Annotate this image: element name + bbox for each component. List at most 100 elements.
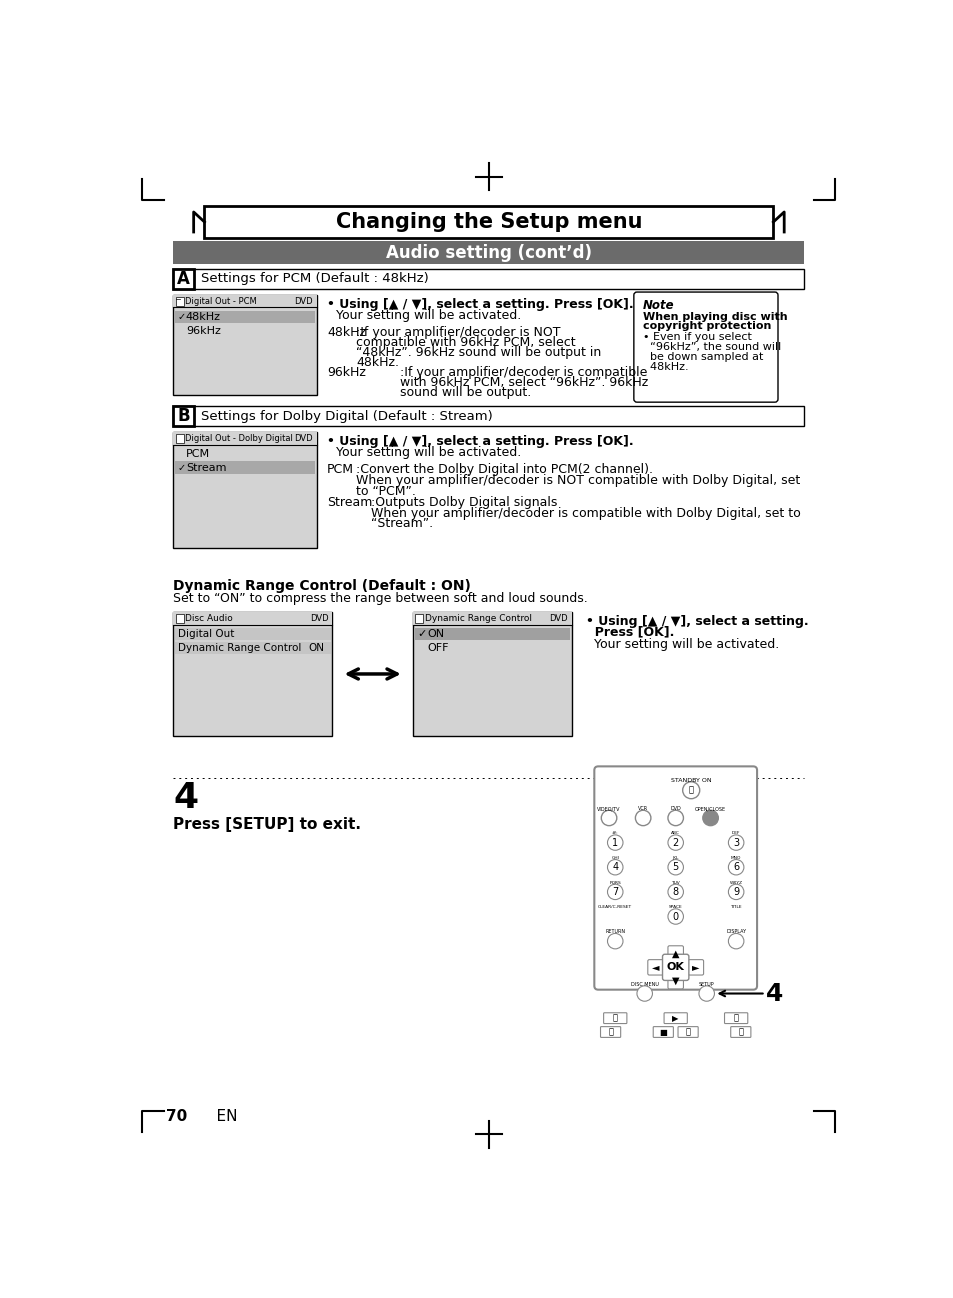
Text: VIDEO/TV: VIDEO/TV [597, 806, 620, 811]
Circle shape [607, 859, 622, 875]
Circle shape [699, 985, 714, 1001]
Text: DEF: DEF [731, 831, 740, 836]
Bar [173, 432, 316, 444]
Text: Stream: Stream [186, 462, 226, 472]
Text: be down sampled at: be down sampled at [642, 352, 762, 362]
Text: ■: ■ [659, 1028, 666, 1037]
Text: SETUP: SETUP [699, 981, 714, 986]
Text: TUV: TUV [671, 880, 679, 885]
Text: Set to “ON” to compress the range between soft and loud sounds.: Set to “ON” to compress the range betwee… [173, 592, 588, 605]
Text: ⏪: ⏪ [607, 1028, 613, 1037]
Text: ✓: ✓ [177, 462, 185, 472]
Text: ⏻: ⏻ [688, 785, 693, 794]
Text: DVD: DVD [310, 614, 328, 623]
Text: compatible with 96kHz PCM, select: compatible with 96kHz PCM, select [356, 336, 576, 349]
Circle shape [667, 884, 682, 900]
Text: • Using [▲ / ▼], select a setting.: • Using [▲ / ▼], select a setting. [585, 615, 807, 628]
Text: 0: 0 [672, 911, 678, 922]
Circle shape [682, 781, 699, 798]
Text: • Using [▲ / ▼], select a setting. Press [OK].: • Using [▲ / ▼], select a setting. Press… [327, 297, 633, 310]
Bar [173, 432, 316, 548]
Circle shape [607, 933, 622, 949]
FancyBboxPatch shape [653, 1027, 673, 1037]
Text: ►: ► [691, 962, 699, 972]
Text: 4: 4 [765, 981, 782, 1006]
Text: Stream: Stream [327, 496, 372, 509]
Bar [413, 613, 571, 624]
Bar [173, 613, 332, 624]
Bar [174, 628, 331, 640]
FancyBboxPatch shape [667, 946, 682, 962]
Text: 2: 2 [672, 837, 679, 848]
Text: “Stream”.: “Stream”. [371, 518, 433, 531]
Text: Note: Note [642, 300, 674, 313]
Text: ⏫: ⏫ [738, 1028, 742, 1037]
Text: 96kHz: 96kHz [327, 366, 365, 379]
Text: Your setting will be activated.: Your setting will be activated. [335, 445, 521, 458]
FancyBboxPatch shape [667, 974, 682, 989]
Text: ⏩: ⏩ [685, 1028, 690, 1037]
Bar [204, 206, 773, 238]
FancyBboxPatch shape [594, 766, 757, 989]
Text: Your setting will be activated.: Your setting will be activated. [585, 639, 779, 652]
Circle shape [637, 985, 652, 1001]
Text: B: B [177, 408, 190, 424]
Text: SPACE: SPACE [668, 905, 681, 910]
Bar [173, 406, 193, 426]
Text: WXYZ: WXYZ [729, 880, 741, 885]
Text: VCR: VCR [638, 806, 647, 811]
Text: Digital Out - PCM: Digital Out - PCM [185, 297, 256, 306]
Bar [173, 406, 803, 426]
Text: ON: ON [309, 643, 324, 653]
Bar [173, 269, 803, 289]
Text: ◄: ◄ [651, 962, 659, 972]
Bar [415, 628, 570, 640]
Bar [413, 613, 571, 736]
Text: ▼: ▼ [671, 976, 679, 986]
Bar [173, 269, 193, 289]
Text: DISPLAY: DISPLAY [725, 929, 745, 935]
Bar [173, 241, 803, 265]
Text: to “PCM”.: to “PCM”. [356, 485, 416, 498]
FancyBboxPatch shape [661, 954, 688, 980]
Text: #/:: #/: [611, 831, 618, 836]
Text: When your amplifier/decoder is compatible with Dolby Digital, set to: When your amplifier/decoder is compatibl… [371, 506, 800, 519]
Text: Digital Out - Dolby Digital: Digital Out - Dolby Digital [185, 434, 293, 443]
FancyBboxPatch shape [730, 1027, 750, 1037]
Text: Press [SETUP] to exit.: Press [SETUP] to exit. [173, 816, 361, 832]
Text: OPEN/CLOSE: OPEN/CLOSE [695, 806, 725, 811]
Text: JKL: JKL [672, 855, 679, 861]
FancyBboxPatch shape [647, 959, 662, 975]
Text: Dynamic Range Control: Dynamic Range Control [178, 643, 301, 653]
FancyBboxPatch shape [603, 1012, 626, 1024]
Text: A: A [177, 270, 190, 288]
Text: ABC: ABC [671, 831, 679, 836]
Text: ⏮: ⏮ [612, 1014, 618, 1023]
Text: Settings for PCM (Default : 48kHz): Settings for PCM (Default : 48kHz) [200, 273, 428, 286]
Text: Dynamic Range Control: Dynamic Range Control [424, 614, 531, 623]
Text: Disc Audio: Disc Audio [185, 614, 233, 623]
Circle shape [667, 835, 682, 850]
Text: 4: 4 [173, 781, 198, 815]
Text: 4: 4 [612, 862, 618, 872]
Text: Dynamic Range Control (Default : ON): Dynamic Range Control (Default : ON) [173, 579, 471, 593]
Bar [175, 434, 183, 443]
Text: • Using [▲ / ▼], select a setting. Press [OK].: • Using [▲ / ▼], select a setting. Press… [327, 435, 633, 448]
Text: copyright protection: copyright protection [642, 321, 771, 331]
Text: PQRS: PQRS [609, 880, 620, 885]
FancyBboxPatch shape [663, 1012, 686, 1024]
Text: DVD: DVD [549, 614, 567, 623]
FancyBboxPatch shape [599, 1027, 620, 1037]
Text: 48kHz: 48kHz [186, 312, 221, 322]
FancyBboxPatch shape [687, 959, 703, 975]
Text: GHI: GHI [611, 855, 618, 861]
Text: • Even if you select: • Even if you select [642, 332, 751, 341]
Text: ✓: ✓ [416, 630, 426, 639]
Bar [175, 614, 183, 623]
Text: Settings for Dolby Digital (Default : Stream): Settings for Dolby Digital (Default : St… [200, 410, 492, 423]
Bar [173, 613, 332, 736]
Text: 5: 5 [672, 862, 679, 872]
Text: 48kHz.: 48kHz. [356, 356, 399, 369]
Text: “96kHz”, the sound will: “96kHz”, the sound will [642, 341, 781, 352]
Text: Changing the Setup menu: Changing the Setup menu [335, 212, 641, 232]
